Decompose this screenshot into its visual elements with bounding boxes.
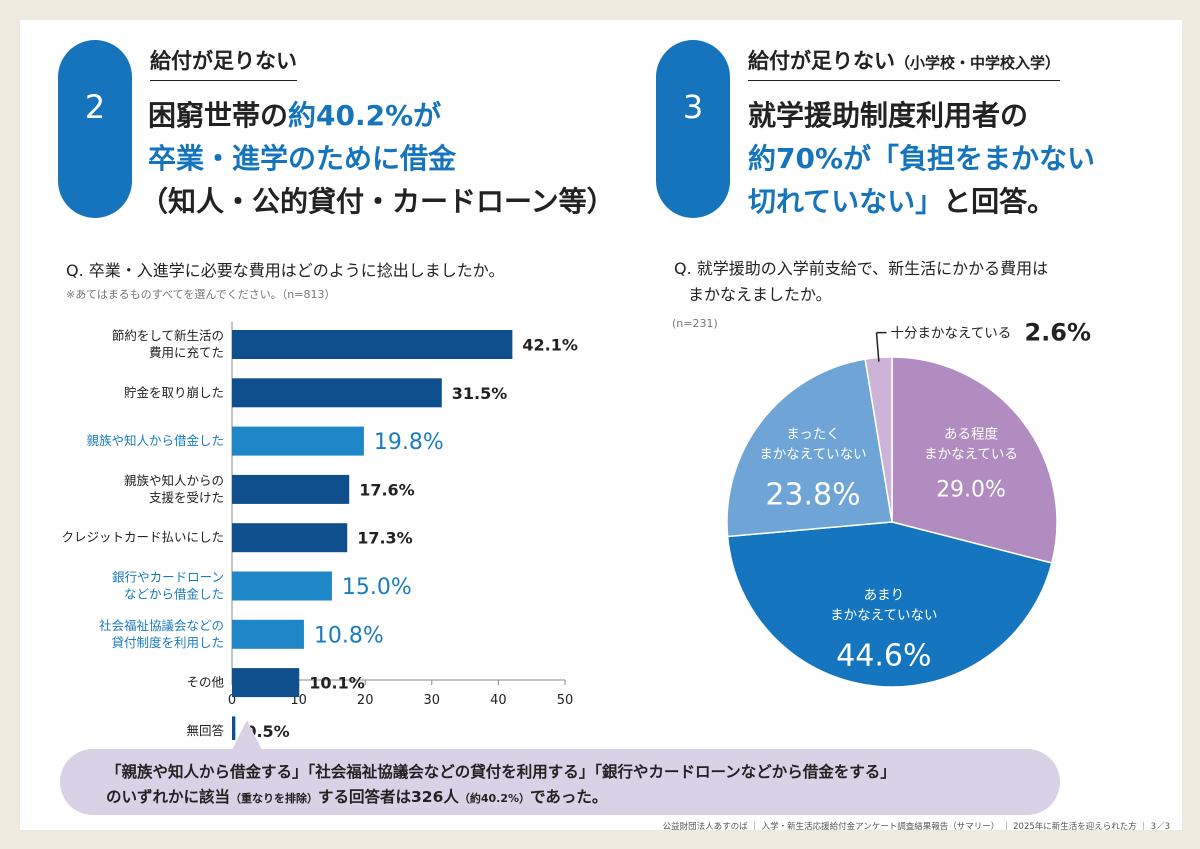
left-headline-line1: 困窮世帯の約40.2%が xyxy=(148,94,441,137)
pie-slice-value: 44.6% xyxy=(836,639,931,674)
x-tick-label: 50 xyxy=(557,693,574,708)
bar xyxy=(232,330,513,359)
pie-slice xyxy=(726,358,893,538)
bar xyxy=(232,668,300,698)
pie-slice-label: ある程度 xyxy=(944,427,998,443)
category-label: 無回答 xyxy=(186,723,224,738)
pie-slice-label: まったく xyxy=(786,427,839,443)
category-label: 支援を受けた xyxy=(149,490,224,505)
bar-value-label: 10.1% xyxy=(309,674,365,693)
right-question-line2: まかなえましたか。 xyxy=(688,285,832,304)
category-label: 親族や知人からの xyxy=(124,473,224,488)
left-headline-highlight: 約40.2%が xyxy=(288,99,442,132)
pie-slice xyxy=(726,521,1053,688)
pie-slice xyxy=(891,356,1058,564)
right-headline-highlight: 切れていない」 xyxy=(748,185,944,218)
callout-text: する回答者は326人 xyxy=(318,788,459,806)
pie-slice-label: あまり xyxy=(864,588,905,604)
right-question-line1: Q. 就学援助の入学前支給で、新生活にかかる費用は xyxy=(674,259,1049,278)
pie-chart: ある程度まかなえている29.0%あまりまかなえていない44.6%まったくまかなえ… xyxy=(726,319,1091,688)
left-headline-part: 困窮世帯の xyxy=(148,99,289,132)
x-tick-label: 40 xyxy=(490,693,507,708)
bar-value-label: 17.6% xyxy=(359,480,415,499)
bar-chart: 0 10 20 30 40 5042.1%節約をして新生活の費用に充てた31.5%貯金を取… xyxy=(61,322,578,740)
bar xyxy=(232,378,442,408)
pie-slice-value: 23.8% xyxy=(765,478,860,513)
bar xyxy=(232,426,364,456)
left-headline-line2: 卒業・進学のために借金 xyxy=(148,142,457,175)
section-number: 3 xyxy=(682,88,704,126)
right-headline-line1: 就学援助制度利用者の xyxy=(748,99,1029,132)
callout-pointer xyxy=(232,720,262,750)
callout-line1: 「親族や知人から借金する」「社会福祉協議会などの貸付を利用する」「銀行やカードロ… xyxy=(106,763,896,781)
x-tick-label: 0 xyxy=(228,693,236,708)
bar xyxy=(232,716,236,740)
summary-callout: 「親族や知人から借金する」「社会福祉協議会などの貸付を利用する」「銀行やカードロ… xyxy=(60,749,1060,815)
right-subtitle-main: 給付が足りない xyxy=(748,49,895,73)
report-page: 2 給付が足りない 困窮世帯の約40.2%が 卒業・進学のために借金 （知人・公… xyxy=(20,20,1182,830)
callout-text-small: （約40.2%） xyxy=(458,792,531,805)
right-headline-line3: 切れていない」と回答。 xyxy=(748,180,1055,223)
category-label: 節約をして新生活の xyxy=(112,328,224,343)
bar-value-label: 19.8% xyxy=(374,430,444,455)
category-label: 貯金を取り崩した xyxy=(124,385,224,400)
bar xyxy=(232,619,304,649)
category-label: 社会福祉協議会などの xyxy=(99,618,224,633)
right-subtitle: 給付が足りない（小学校・中学校入学） xyxy=(748,45,1061,81)
category-label: などから借金した xyxy=(124,587,224,602)
callout-text: であった。 xyxy=(530,788,608,806)
left-question: Q. 卒業・入進学に必要な費用はどのように捻出しましたか。 xyxy=(66,261,505,280)
pie-slice-value: 2.6% xyxy=(1024,319,1091,347)
pie-leader-line xyxy=(875,332,880,362)
category-label: 親族や知人から借金した xyxy=(86,433,224,448)
right-headline-line2: 約70%が「負担をまかない xyxy=(748,142,1096,175)
section-number: 2 xyxy=(84,88,106,126)
pie-slice-label: まかなえていない xyxy=(759,447,866,463)
section-number-badge: 2 xyxy=(58,40,132,218)
bar-value-label: 0.5% xyxy=(245,722,289,740)
category-label: 貸付制度を利用した xyxy=(111,635,224,650)
bar-value-label: 31.5% xyxy=(452,384,508,403)
callout-line2: のいずれかに該当（重なりを排除）する回答者は326人（約40.2%）であった。 xyxy=(106,785,607,807)
left-subtitle: 給付が足りない xyxy=(150,45,297,81)
bar-value-label: 15.0% xyxy=(342,575,412,600)
right-subtitle-note: （小学校・中学校入学） xyxy=(895,54,1061,72)
right-note: (n=231) xyxy=(672,317,718,330)
pie-slice-label: まかなえている xyxy=(924,447,1018,463)
left-note: ※あてはまるものすべてを選んでください。（n=813） xyxy=(66,288,336,301)
bar xyxy=(232,474,350,504)
pie-slice-label: 十分まかなえている xyxy=(890,326,1011,342)
x-tick-label: 20 xyxy=(357,693,374,708)
bar-value-label: 10.8% xyxy=(314,623,384,648)
section-number-badge: 3 xyxy=(656,40,730,218)
category-label: その他 xyxy=(186,675,224,690)
category-label: 銀行やカードローン xyxy=(112,570,224,585)
bar xyxy=(232,571,332,601)
category-label: 費用に充てた xyxy=(149,345,224,360)
callout-text-small: （重なりを排除） xyxy=(230,792,319,805)
pie-slice-value: 29.0% xyxy=(936,478,1006,503)
bar-value-label: 42.1% xyxy=(522,336,578,355)
category-label: クレジットカード払いにした xyxy=(61,530,224,545)
callout-text: のいずれかに該当 xyxy=(106,788,231,806)
bar xyxy=(232,523,348,553)
x-tick-label: 30 xyxy=(424,693,441,708)
bar-value-label: 17.3% xyxy=(357,529,413,548)
left-headline-line3: （知人・公的貸付・カードローン等） xyxy=(140,185,615,218)
right-headline-part: と回答。 xyxy=(943,185,1056,218)
pie-slice-label: まかなえていない xyxy=(830,608,937,624)
page-footer: 公益財団法人あすのば ｜ 入学・新生活応援給付金アンケート調査結果報告（サマリー… xyxy=(662,822,1170,832)
